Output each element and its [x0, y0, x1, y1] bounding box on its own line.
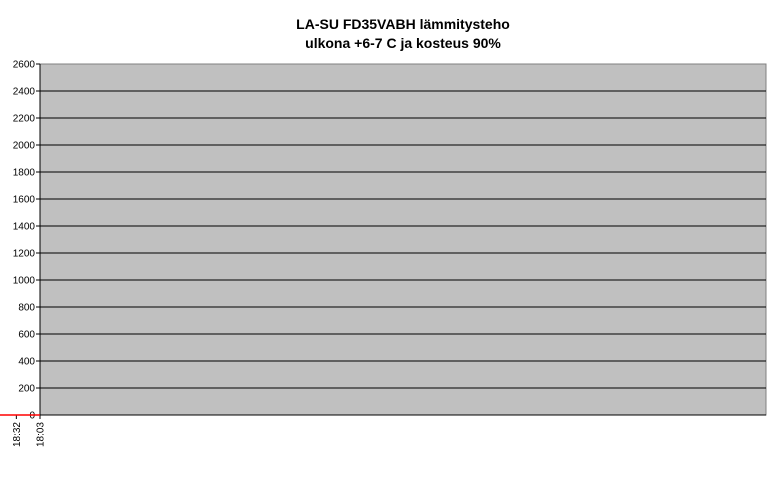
y-tick-label: 1600 — [13, 195, 36, 206]
y-tick-label: 200 — [18, 384, 35, 395]
y-tick-label: 600 — [18, 330, 35, 341]
y-tick-label: 1200 — [13, 249, 36, 260]
y-tick-label: 2400 — [13, 87, 36, 98]
y-axis: 0 200 400 600 800 1000 1200 1400 1600 1800 2000 220… — [13, 60, 40, 422]
y-tick-label: 1000 — [13, 276, 36, 287]
y-tick-label: 0 — [29, 411, 35, 422]
plot-area — [39, 63, 767, 416]
x-axis: 18:0318:3219:0219:3120:0120:3021:0021:29… — [12, 64, 766, 447]
y-tick-label: 1800 — [13, 168, 36, 179]
y-tick-label: 2200 — [13, 114, 36, 125]
chart-title: LA-SU FD35VABH lämmitysteho — [296, 16, 510, 32]
y-tick-label: 2000 — [13, 141, 36, 152]
gridlines — [40, 90, 766, 389]
chart-subtitle: ulkona +6-7 C ja kosteus 90% — [305, 35, 501, 51]
y-tick-label: 1400 — [13, 222, 36, 233]
y-tick-label: 400 — [18, 357, 35, 368]
x-tick-label: 18:32 — [12, 422, 23, 447]
y-tick-label: 800 — [18, 303, 35, 314]
y-tick-label: 2600 — [13, 60, 36, 71]
x-tick-label: 18:03 — [36, 422, 47, 447]
